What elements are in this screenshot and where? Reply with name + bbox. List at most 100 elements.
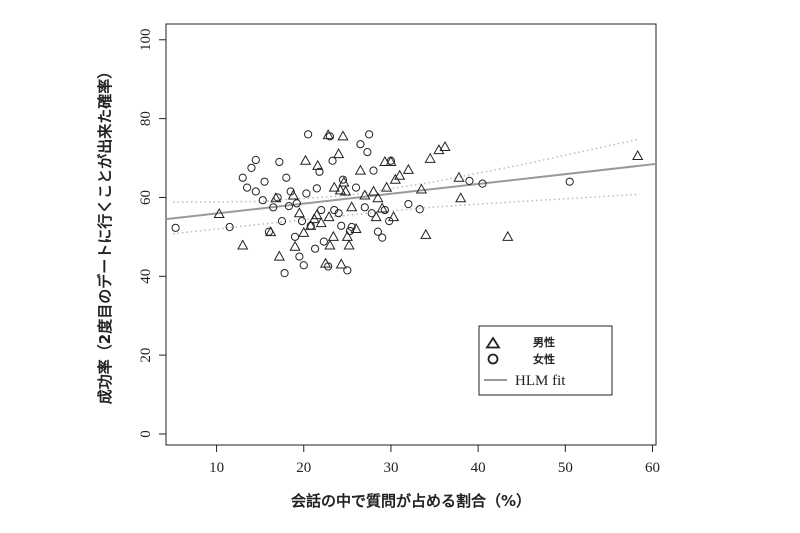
female-point	[282, 173, 291, 182]
male-point	[237, 239, 249, 250]
female-point	[385, 216, 394, 226]
female-point	[378, 233, 387, 242]
confidence-band-lower	[172, 193, 640, 235]
y-axis-title: 成功率（2度目のデートに行くことが出来た確率）	[96, 64, 114, 404]
y-tick-label: 80	[138, 111, 154, 126]
female-point	[337, 221, 346, 230]
male-point	[402, 163, 414, 174]
y-axis: 0 20 40 60 80 100	[138, 29, 166, 438]
female-point	[251, 155, 260, 165]
female-point	[404, 200, 413, 209]
male-point	[439, 140, 451, 151]
female-point	[343, 266, 352, 275]
male-point	[424, 152, 436, 163]
female-point	[258, 196, 267, 205]
male-point	[343, 239, 355, 250]
male-point	[380, 181, 393, 192]
female-point	[319, 237, 328, 246]
x-tick-label: 40	[471, 460, 486, 476]
x-tick-label: 20	[296, 460, 311, 476]
male-point	[324, 239, 336, 250]
x-tick-label: 10	[209, 460, 224, 476]
male-point	[346, 201, 358, 212]
x-tick-label: 60	[645, 460, 660, 476]
male-point	[328, 181, 340, 192]
female-point	[304, 130, 313, 139]
female-point	[334, 209, 343, 218]
female-point	[315, 167, 324, 176]
female-point	[260, 177, 269, 186]
female-point	[328, 156, 337, 165]
female-point	[325, 132, 335, 141]
female-point	[171, 223, 180, 232]
male-point	[322, 129, 334, 140]
data-points	[171, 129, 644, 278]
female-point	[277, 216, 287, 226]
female-point	[299, 261, 308, 270]
female-point	[269, 203, 278, 212]
male-point	[333, 148, 345, 159]
female-point	[356, 140, 365, 149]
female-point	[251, 187, 260, 196]
male-point	[340, 185, 352, 196]
male-point	[394, 169, 406, 180]
female-point	[465, 176, 474, 185]
male-point	[385, 155, 397, 166]
female-point	[310, 244, 320, 253]
female-point	[565, 177, 574, 186]
male-point	[502, 230, 514, 241]
male-point	[387, 211, 400, 222]
y-tick-label: 20	[138, 348, 154, 363]
x-tick-label: 50	[558, 460, 573, 476]
female-point	[312, 184, 321, 193]
male-point	[293, 207, 306, 218]
male-point	[323, 211, 335, 222]
hlm-fit-line-group	[165, 162, 657, 221]
female-point	[345, 226, 355, 236]
hlm-fit-line	[165, 162, 657, 221]
male-point	[453, 171, 465, 182]
male-point	[311, 209, 323, 220]
x-axis: 10 20 30 40 50 60	[209, 445, 660, 476]
female-point	[306, 221, 315, 230]
male-point	[335, 258, 347, 269]
circle-icon	[487, 353, 499, 365]
female-point	[478, 179, 487, 188]
y-tick-label: 0	[138, 430, 154, 438]
female-point	[297, 216, 307, 226]
male-point	[298, 226, 310, 237]
female-point	[367, 209, 376, 218]
female-point	[247, 163, 256, 172]
female-point	[290, 232, 300, 241]
triangle-icon	[485, 336, 501, 349]
male-point	[415, 183, 428, 194]
female-point	[363, 148, 372, 157]
male-point	[359, 189, 371, 200]
female-point	[338, 175, 348, 184]
female-point	[284, 202, 294, 211]
y-tick-label: 60	[138, 190, 154, 205]
male-point	[354, 164, 367, 175]
male-point	[315, 217, 327, 228]
female-point	[415, 205, 424, 214]
male-point	[270, 192, 282, 203]
female-point	[292, 199, 301, 208]
male-point	[372, 192, 384, 203]
y-tick-label: 40	[138, 269, 154, 284]
female-point	[360, 203, 369, 212]
male-point	[341, 230, 353, 241]
female-point	[295, 252, 304, 261]
plot-frame	[165, 23, 657, 446]
male-point	[455, 192, 467, 203]
confidence-band-upper	[172, 138, 640, 203]
female-point	[275, 157, 284, 167]
legend: 男性 女性 HLM fit	[478, 325, 613, 396]
male-point	[337, 130, 349, 141]
female-point	[317, 205, 326, 215]
male-point	[632, 150, 644, 161]
male-point	[273, 250, 285, 261]
legend-label-male: 男性	[533, 335, 555, 349]
female-point	[380, 205, 389, 215]
x-axis-title: 会話の中で質問が占める割合（%）	[291, 492, 531, 510]
